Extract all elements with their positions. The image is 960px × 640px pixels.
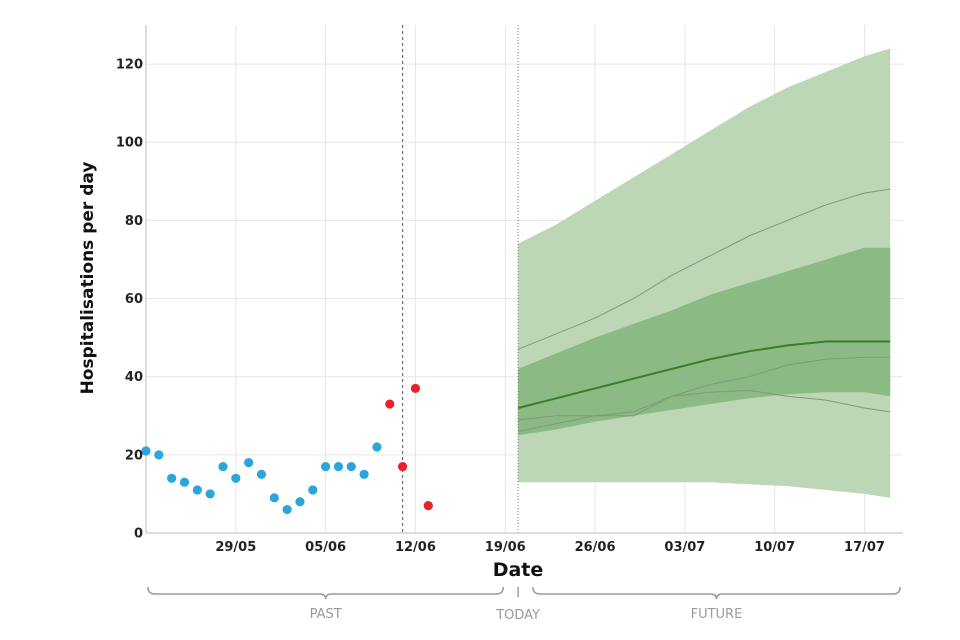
- period-brackets: PAST TODAY FUTURE: [147, 586, 901, 623]
- observed-point: [179, 477, 190, 487]
- observed-point: [218, 461, 228, 472]
- observed-points: [141, 383, 433, 515]
- observed-point: [269, 493, 279, 503]
- forecast-lines: [517, 188, 891, 432]
- past-bracket: [147, 586, 505, 600]
- forecast-inner-band: [518, 247, 891, 436]
- recent-point: [385, 399, 395, 409]
- forecast-bands: [518, 48, 891, 498]
- observed-point: [244, 458, 254, 468]
- observed-point: [308, 485, 318, 495]
- forecast-upper-trajectory: [517, 188, 891, 350]
- y-tick-label: 100: [116, 136, 143, 151]
- x-axis-title: Date: [493, 559, 544, 581]
- y-tick-label: 60: [125, 292, 143, 307]
- y-axis-title: Hospitalisations per day: [78, 162, 98, 395]
- y-tick-label: 0: [134, 527, 143, 542]
- x-tick-label: 17/07: [844, 540, 885, 555]
- forecast-lower-trajectory: [518, 356, 891, 432]
- observed-point: [359, 469, 369, 479]
- observed-point: [346, 461, 356, 472]
- reference-lines: [402, 25, 519, 533]
- observed-point: [205, 489, 215, 499]
- observed-point: [167, 473, 177, 483]
- observed-point: [192, 485, 202, 495]
- x-tick-label: 26/06: [575, 540, 616, 555]
- past-label: PAST: [310, 607, 342, 622]
- y-tick-label: 80: [125, 214, 143, 229]
- observed-point: [231, 473, 241, 483]
- x-tick-label: 29/05: [215, 540, 256, 555]
- x-tick-label: 19/06: [485, 540, 526, 555]
- y-tick-label: 120: [116, 58, 143, 73]
- forecast-median-line: [517, 340, 891, 409]
- observed-point: [321, 461, 331, 472]
- recent-point: [423, 501, 433, 511]
- observed-point: [372, 442, 382, 452]
- y-tick-label: 20: [125, 448, 143, 463]
- forecast-third-trajectory: [518, 389, 891, 421]
- x-tick-label: 05/06: [305, 540, 346, 555]
- recent-point: [410, 383, 421, 394]
- observed-point: [256, 469, 267, 479]
- observed-point: [282, 504, 292, 515]
- x-tick-label: 12/06: [395, 540, 436, 555]
- tick-labels: 0 20 40 60 80 100 120 29/05 05/06 12/06 19/06 26/06…: [116, 58, 885, 555]
- observed-point: [333, 461, 344, 472]
- observed-point: [295, 497, 305, 507]
- future-bracket: [532, 586, 901, 600]
- y-tick-label: 40: [125, 370, 143, 385]
- observed-point: [141, 446, 151, 456]
- observed-point: [154, 450, 164, 460]
- recent-point: [398, 461, 408, 472]
- x-tick-label: 10/07: [754, 540, 795, 555]
- today-label: TODAY: [495, 608, 540, 623]
- x-tick-label: 03/07: [664, 540, 705, 555]
- future-label: FUTURE: [691, 607, 743, 622]
